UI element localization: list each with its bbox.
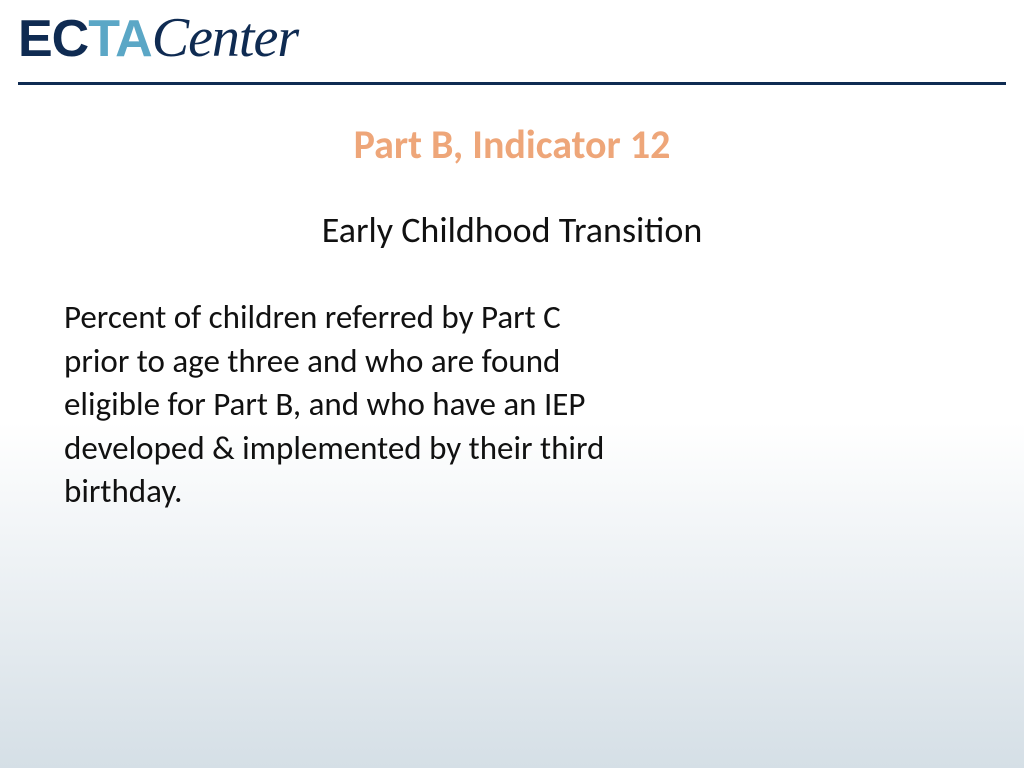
logo-ec: EC	[18, 10, 88, 68]
body-paragraph: Percent of children referred by Part C p…	[64, 296, 624, 514]
slide-title: Part B, Indicator 12	[0, 120, 1024, 169]
logo-center: Center	[152, 7, 298, 69]
logo: ECTACenter	[18, 10, 298, 66]
logo-text: ECTACenter	[18, 6, 298, 70]
header-divider	[18, 82, 1006, 85]
slide-subtitle: Early Childhood Transition	[0, 208, 1024, 252]
logo-ta: TA	[88, 10, 151, 68]
